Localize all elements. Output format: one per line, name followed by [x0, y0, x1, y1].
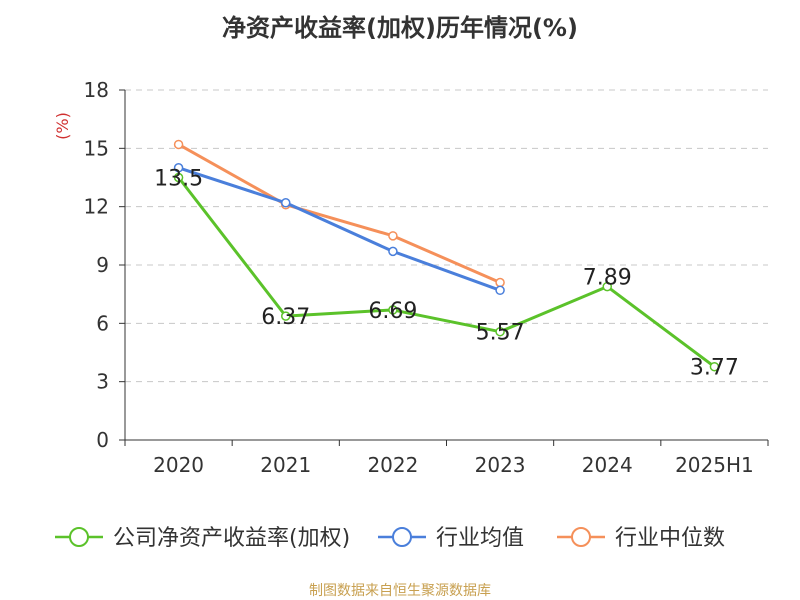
- legend-label: 行业中位数: [615, 526, 725, 551]
- data-label: 5.57: [476, 321, 525, 346]
- data-point: [602, 281, 612, 292]
- legend-swatch-marker: [69, 527, 89, 547]
- series-line: [178, 166, 501, 292]
- legend-swatch-marker: [392, 527, 412, 547]
- data-point: [173, 172, 184, 183]
- series-line: [177, 143, 501, 284]
- data-point: [495, 326, 505, 337]
- x-tick-label: 2023: [475, 453, 526, 477]
- x-tick-label: 2025H1: [675, 453, 754, 477]
- data-label: 3.77: [690, 356, 739, 381]
- y-axis-label: (%): [53, 112, 72, 140]
- data-label: 6.37: [261, 305, 310, 330]
- source-note: 制图数据来自恒生聚源数据库: [309, 583, 491, 599]
- y-tick-label: 18: [84, 78, 109, 102]
- legend-label: 行业均值: [436, 526, 524, 551]
- data-label: 7.89: [583, 266, 632, 291]
- x-tick-label: 2021: [260, 453, 311, 477]
- y-tick-label: 15: [84, 136, 109, 160]
- x-tick-label: 2020: [153, 453, 204, 477]
- data-point: [495, 285, 505, 296]
- data-label: 6.69: [368, 299, 417, 324]
- y-tick-label: 3: [96, 370, 109, 394]
- y-tick-label: 9: [96, 253, 109, 277]
- chart-title: 净资产收益率(加权)历年情况(%): [222, 14, 578, 42]
- legend-swatch-marker: [571, 527, 591, 547]
- legend-item: 行业均值: [378, 526, 524, 551]
- data-point: [388, 305, 398, 315]
- data-label: 13.5: [154, 167, 203, 192]
- series-line: [177, 176, 716, 368]
- legend-item: 行业中位数: [557, 526, 725, 551]
- legend-item: 公司净资产收益率(加权): [55, 526, 350, 551]
- data-point: [173, 139, 184, 150]
- legend-label: 公司净资产收益率(加权): [113, 526, 350, 551]
- y-tick-label: 12: [84, 195, 109, 219]
- data-point: [388, 246, 398, 257]
- x-tick-label: 2022: [367, 453, 418, 477]
- y-tick-label: 0: [96, 428, 109, 452]
- data-point: [388, 231, 398, 241]
- data-point: [495, 277, 505, 288]
- data-point: [173, 163, 184, 173]
- data-point: [281, 311, 291, 321]
- x-tick-label: 2024: [582, 453, 633, 477]
- data-point: [281, 198, 291, 208]
- data-point: [709, 361, 720, 372]
- y-tick-label: 6: [96, 311, 109, 335]
